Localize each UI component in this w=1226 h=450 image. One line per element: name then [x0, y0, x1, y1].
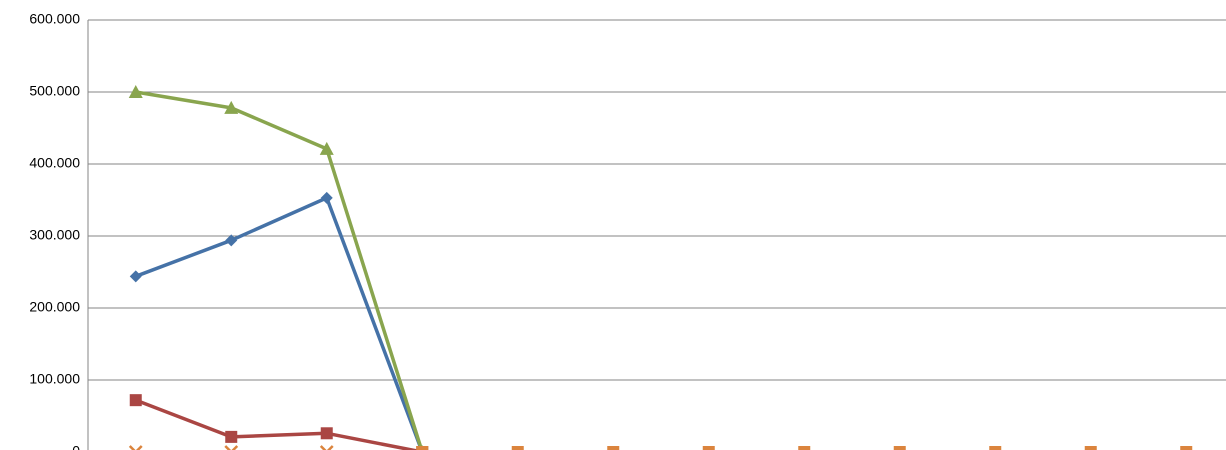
marker: [224, 100, 239, 114]
marker: [702, 446, 715, 450]
marker: [129, 270, 142, 283]
marker: [129, 394, 142, 407]
series-line: [135, 90, 424, 450]
marker: [320, 191, 333, 204]
y-tick-label: 300.000: [29, 227, 80, 243]
marker: [607, 446, 620, 450]
y-tick-label: 400.000: [29, 155, 80, 171]
y-tick-label: 200.000: [29, 299, 80, 315]
series-line: [135, 196, 424, 450]
marker: [798, 446, 811, 450]
marker: [320, 427, 333, 440]
marker: [893, 446, 906, 450]
marker: [225, 430, 238, 443]
y-tick-label: 500.000: [29, 83, 80, 99]
marker: [1180, 446, 1193, 450]
marker: [319, 141, 334, 155]
marker: [128, 445, 143, 450]
y-tick-label: 100.000: [29, 371, 80, 387]
series-line: [135, 398, 422, 450]
y-tick-label: 0: [72, 443, 80, 450]
marker: [989, 446, 1002, 450]
marker: [128, 85, 143, 98]
marker: [416, 446, 429, 450]
marker: [225, 234, 238, 247]
marker: [319, 445, 334, 450]
y-tick-label: 600.000: [29, 11, 80, 27]
marker: [511, 446, 524, 450]
marker: [224, 445, 239, 450]
marker: [1084, 446, 1097, 450]
